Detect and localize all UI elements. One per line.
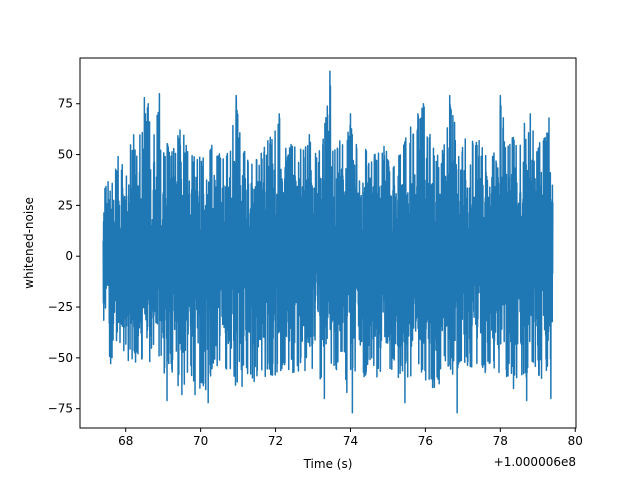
x-tick-label: 74 [343, 434, 358, 448]
y-tick-label: −50 [48, 351, 73, 365]
x-tick-label: 76 [418, 434, 433, 448]
y-axis: −75 −50 −25 0 25 50 75 [48, 97, 80, 416]
y-axis-label: whitened-noise [22, 197, 36, 289]
y-tick-label: 75 [58, 97, 73, 111]
y-tick-label: 25 [58, 198, 73, 212]
x-tick-label: 72 [268, 434, 283, 448]
y-tick-label: 0 [65, 249, 73, 263]
x-tick-label: 68 [118, 434, 133, 448]
series-layer [102, 70, 554, 414]
x-tick-label: 80 [568, 434, 583, 448]
x-offset-label: +1.000006e8 [494, 455, 576, 469]
x-axis-label: Time (s) [303, 457, 353, 471]
y-tick-label: −25 [48, 300, 73, 314]
x-tick-label: 70 [193, 434, 208, 448]
y-tick-label: 50 [58, 148, 73, 162]
y-tick-label: −75 [48, 402, 73, 416]
x-tick-label: 78 [493, 434, 508, 448]
series-line [102, 70, 554, 414]
plot-frame [79, 57, 577, 429]
x-axis: 68 70 72 74 76 78 80 [118, 428, 583, 448]
